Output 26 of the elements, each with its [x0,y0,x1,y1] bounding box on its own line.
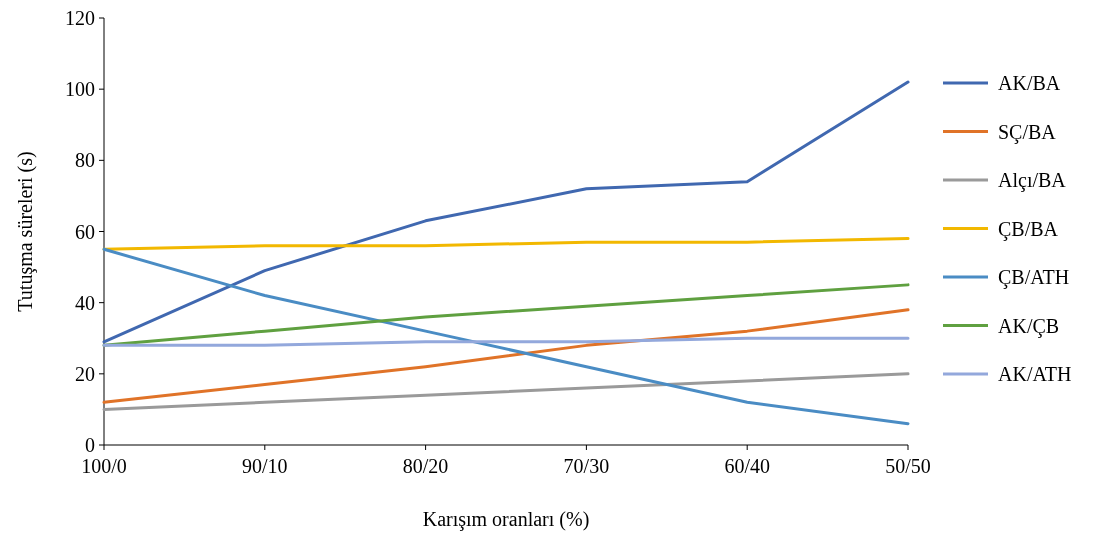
line-series [102,372,910,411]
legend-label: AK/BA [998,72,1061,94]
legend-label: Alçı/BA [998,169,1067,192]
x-tick-label: 60/40 [724,455,770,477]
legend-label: AK/ATH [998,363,1072,385]
y-tick-label: 20 [75,362,95,385]
x-tick-label: 50/50 [885,455,931,477]
x-tick-label: 90/10 [242,455,288,477]
y-tick-label: 80 [75,149,95,172]
y-tick-label: 120 [65,7,95,29]
y-axis-title: Tutuşma süreleri (s) [14,151,37,312]
y-tick-label: 60 [75,220,95,243]
x-tick-label: 70/30 [563,455,610,477]
legend-label: AK/ÇB [998,314,1060,338]
legend-label: SÇ/BA [998,120,1057,144]
y-tick-label: 100 [65,78,95,101]
line-series [102,80,910,344]
y-tick-label: 0 [85,434,95,456]
line-series [102,247,910,426]
x-tick-label: 80/20 [402,455,449,477]
line-series [102,308,910,404]
x-axis-title: Karışım oranları (%) [422,508,590,531]
x-tick-label: 100/0 [81,455,127,477]
legend-label: ÇB/BA [998,217,1059,241]
y-tick-label: 40 [75,291,95,314]
legend-label: ÇB/ATH [998,266,1070,289]
